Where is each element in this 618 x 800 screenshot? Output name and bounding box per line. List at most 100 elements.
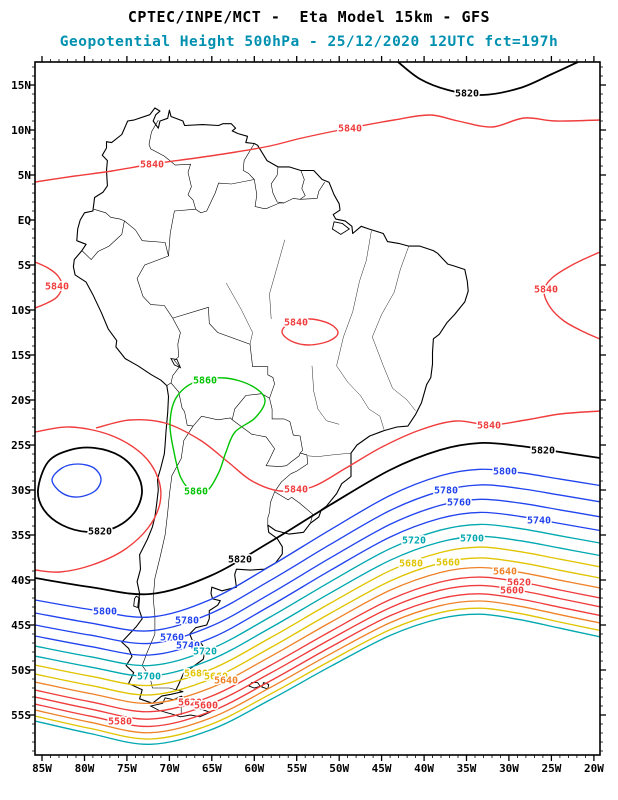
contour-label: 5620 (507, 578, 531, 589)
country-border (172, 306, 275, 399)
lat-label: 55S (11, 709, 31, 722)
contour-segment (543, 251, 600, 340)
contour-5600 (35, 584, 600, 720)
contour-5820 (35, 441, 600, 596)
country-border (192, 415, 233, 427)
state-border (307, 452, 352, 457)
country-border (270, 166, 285, 204)
contour-label: 5580 (108, 717, 132, 728)
country-border (124, 220, 169, 257)
contour-label: 5780 (434, 486, 458, 497)
country-border (283, 198, 301, 204)
country-border (170, 382, 194, 427)
contour-label: 5760 (447, 498, 471, 509)
lon-label: 70W (159, 762, 179, 775)
lat-label: 35S (11, 529, 31, 542)
contour-label: 5680 (184, 669, 208, 680)
contour-5560 (35, 600, 600, 734)
lon-label: 40W (414, 762, 434, 775)
state-border (372, 246, 410, 338)
contour-5780 (35, 484, 600, 632)
lon-label: 60W (244, 762, 264, 775)
contour-label: 5840 (477, 421, 501, 432)
contour-label: 5840 (140, 160, 164, 171)
contour-segment (169, 377, 266, 495)
lon-label: 75W (117, 762, 137, 775)
lon-label: 25W (541, 762, 561, 775)
contour-5800 (35, 468, 600, 619)
lon-label: 35W (457, 762, 477, 775)
contour-label: 5820 (455, 89, 479, 100)
lon-label: 30W (499, 762, 519, 775)
contour-5720 (35, 523, 600, 667)
country-border (269, 398, 303, 454)
contour-5580 (35, 593, 600, 728)
contour-label: 5740 (176, 641, 200, 652)
contour-label: 5600 (500, 586, 524, 597)
state-border (269, 239, 286, 320)
island-outline (133, 595, 141, 609)
contour-5520 (35, 613, 600, 745)
contour-label-layer: 5820 5840 5840 5840 5840 5840 5860 5860 5840 5840… (43, 87, 559, 729)
contour-segment (35, 261, 63, 309)
contour-5680 (35, 546, 600, 687)
contour-label: 5800 (93, 607, 117, 618)
lat-label: 15N (11, 79, 31, 92)
lat-label: 40S (11, 574, 31, 587)
country-border (232, 419, 301, 467)
lat-label: 30S (11, 484, 31, 497)
contour-segment (35, 426, 162, 573)
country-border (254, 179, 284, 209)
contour-label: 5780 (175, 616, 199, 627)
contour-label: 5800 (493, 467, 517, 478)
geography-layer (72, 107, 469, 718)
country-border (136, 255, 173, 319)
contour-label: 5840 (534, 285, 558, 296)
country-border (166, 382, 172, 386)
contour-label: 5660 (436, 558, 460, 569)
lon-label: 50W (329, 762, 349, 775)
island-outline (331, 221, 351, 235)
map-frame (34, 61, 601, 756)
lat-label: EQ (18, 214, 32, 227)
country-border (81, 220, 125, 261)
contour-label: 5720 (402, 536, 426, 547)
lat-label: 50S (11, 664, 31, 677)
country-border (195, 179, 255, 214)
title-block: CPTEC/INPE/MCT - Eta Model 15km - GFS Ge… (0, 0, 618, 50)
lon-label: 85W (32, 762, 52, 775)
contour-label: 5640 (493, 567, 517, 578)
contour-label: 5840 (338, 124, 362, 135)
lat-label: 25S (11, 439, 31, 452)
contour-segment (35, 114, 600, 183)
contour-label: 5680 (399, 559, 423, 570)
contour-5760 (35, 498, 600, 645)
island-outline (170, 358, 182, 369)
contour-label: 5720 (193, 647, 217, 658)
lat-label: 10N (11, 124, 31, 137)
contour-label: 5820 (531, 446, 555, 457)
contour-label: 5640 (214, 676, 238, 687)
contour-5700 (35, 535, 600, 677)
contour-label: 5820 (88, 527, 112, 538)
contour-label: 5860 (184, 487, 208, 498)
contour-label: 5760 (160, 633, 184, 644)
island-outline (149, 695, 212, 718)
lon-label: 65W (202, 762, 222, 775)
contour-label: 5700 (460, 534, 484, 545)
lat-label: 20S (11, 394, 31, 407)
country-border (300, 182, 325, 200)
country-border (93, 208, 125, 222)
lon-label: 80W (75, 762, 95, 775)
lat-label: 5N (18, 169, 31, 182)
country-border (168, 208, 196, 257)
lon-label: 55W (287, 762, 307, 775)
axis-layer: 15N 10N 5N EQ 5S 10S 15S 20S 25S 30S 35S 40S 45S 50S 5… (11, 56, 606, 775)
contour-label: 5700 (137, 672, 161, 683)
state-border (225, 282, 253, 345)
contour-segment (281, 318, 339, 346)
lat-label: 15S (11, 349, 31, 362)
country-border (141, 425, 194, 691)
contour-5740 (35, 511, 600, 656)
